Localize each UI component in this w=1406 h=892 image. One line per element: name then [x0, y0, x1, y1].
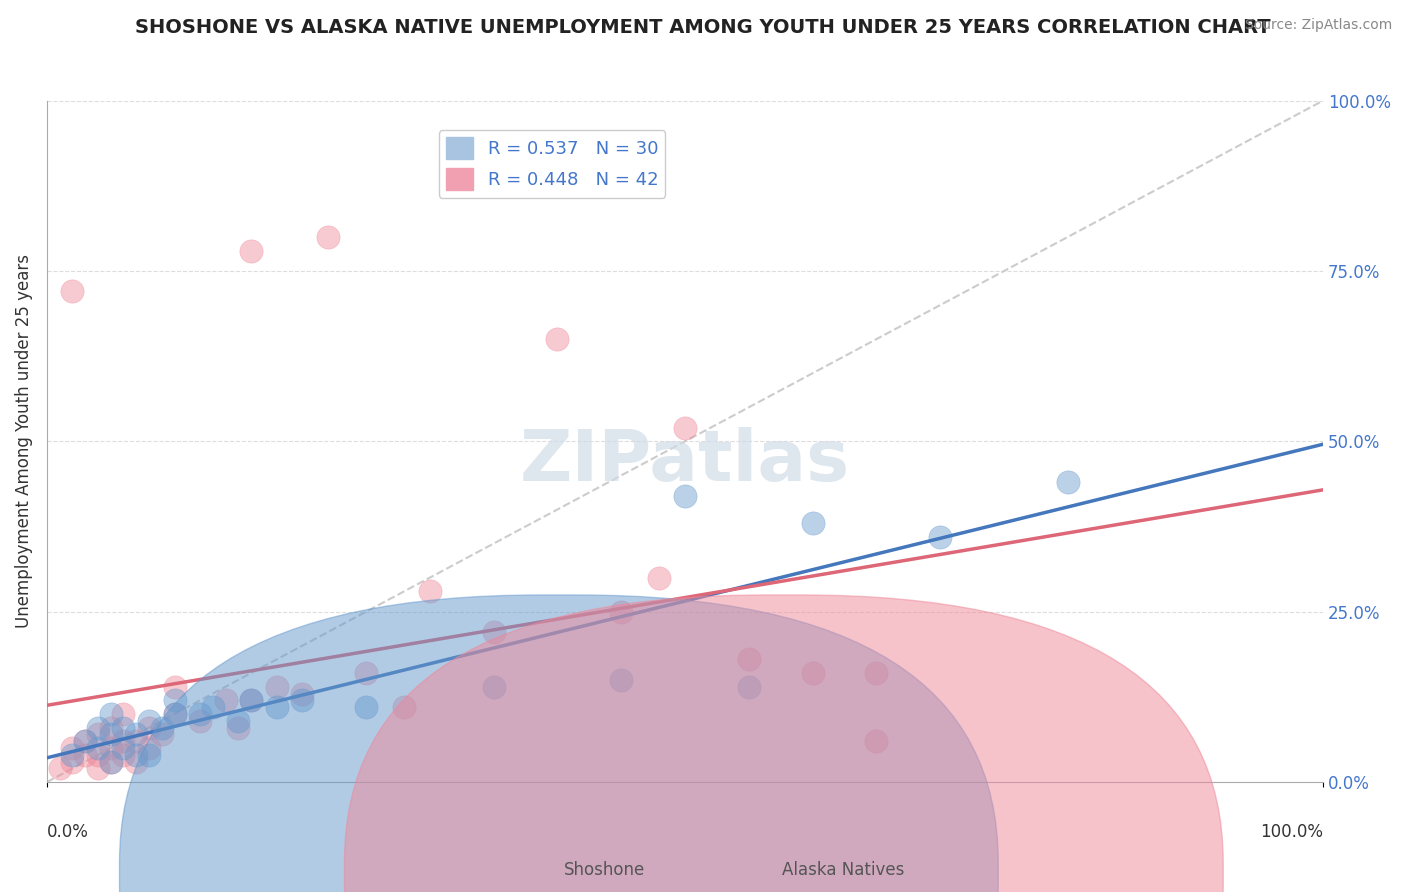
- Point: [354, 700, 377, 714]
- Point: [138, 741, 160, 756]
- Point: [214, 693, 236, 707]
- Point: [100, 755, 122, 769]
- Point: [62, 747, 84, 762]
- Point: [125, 755, 148, 769]
- Point: [610, 605, 633, 619]
- Point: [801, 666, 824, 681]
- Legend: R = 0.537   N = 30, R = 0.448   N = 42: R = 0.537 N = 30, R = 0.448 N = 42: [439, 130, 665, 198]
- Point: [112, 721, 135, 735]
- Point: [87, 727, 110, 741]
- Point: [738, 652, 761, 666]
- Point: [482, 680, 505, 694]
- Point: [125, 727, 148, 741]
- Point: [240, 693, 263, 707]
- Point: [150, 727, 173, 741]
- Text: Source: ZipAtlas.com: Source: ZipAtlas.com: [1244, 18, 1392, 32]
- Point: [87, 762, 110, 776]
- Point: [738, 680, 761, 694]
- Point: [163, 706, 186, 721]
- Point: [673, 489, 696, 503]
- Point: [865, 734, 887, 748]
- Point: [75, 734, 97, 748]
- Point: [138, 721, 160, 735]
- Point: [291, 693, 314, 707]
- Point: [163, 706, 186, 721]
- Point: [482, 625, 505, 640]
- Point: [546, 332, 568, 346]
- Text: Shoshone: Shoshone: [564, 861, 645, 879]
- Point: [100, 706, 122, 721]
- Point: [87, 741, 110, 756]
- Point: [394, 700, 416, 714]
- Point: [188, 714, 211, 728]
- Point: [112, 747, 135, 762]
- Point: [112, 741, 135, 756]
- Point: [801, 516, 824, 530]
- Point: [291, 686, 314, 700]
- Point: [87, 721, 110, 735]
- Text: 100.0%: 100.0%: [1260, 823, 1323, 841]
- Point: [112, 734, 135, 748]
- Point: [138, 747, 160, 762]
- Point: [75, 747, 97, 762]
- Point: [75, 734, 97, 748]
- Text: ZIPatlas: ZIPatlas: [520, 427, 851, 496]
- Point: [266, 680, 288, 694]
- Point: [100, 721, 122, 735]
- Point: [240, 693, 263, 707]
- Point: [648, 571, 671, 585]
- Point: [201, 700, 224, 714]
- Point: [48, 762, 70, 776]
- Point: [865, 666, 887, 681]
- Text: 0.0%: 0.0%: [46, 823, 89, 841]
- Point: [62, 285, 84, 299]
- Point: [87, 747, 110, 762]
- Point: [1057, 475, 1080, 490]
- Point: [100, 741, 122, 756]
- Point: [419, 584, 441, 599]
- Point: [150, 721, 173, 735]
- Point: [240, 244, 263, 258]
- Point: [163, 680, 186, 694]
- Point: [125, 734, 148, 748]
- Text: Alaska Natives: Alaska Natives: [782, 861, 905, 879]
- Point: [100, 727, 122, 741]
- Point: [163, 693, 186, 707]
- Point: [228, 714, 250, 728]
- Point: [610, 673, 633, 687]
- Point: [138, 714, 160, 728]
- Point: [354, 666, 377, 681]
- Point: [100, 755, 122, 769]
- Point: [228, 721, 250, 735]
- Point: [316, 230, 339, 244]
- Point: [62, 741, 84, 756]
- Y-axis label: Unemployment Among Youth under 25 years: Unemployment Among Youth under 25 years: [15, 254, 32, 628]
- Point: [673, 421, 696, 435]
- Point: [929, 530, 952, 544]
- Point: [266, 700, 288, 714]
- Point: [188, 706, 211, 721]
- Point: [112, 706, 135, 721]
- Point: [125, 747, 148, 762]
- Text: SHOSHONE VS ALASKA NATIVE UNEMPLOYMENT AMONG YOUTH UNDER 25 YEARS CORRELATION CH: SHOSHONE VS ALASKA NATIVE UNEMPLOYMENT A…: [135, 18, 1271, 37]
- Point: [62, 755, 84, 769]
